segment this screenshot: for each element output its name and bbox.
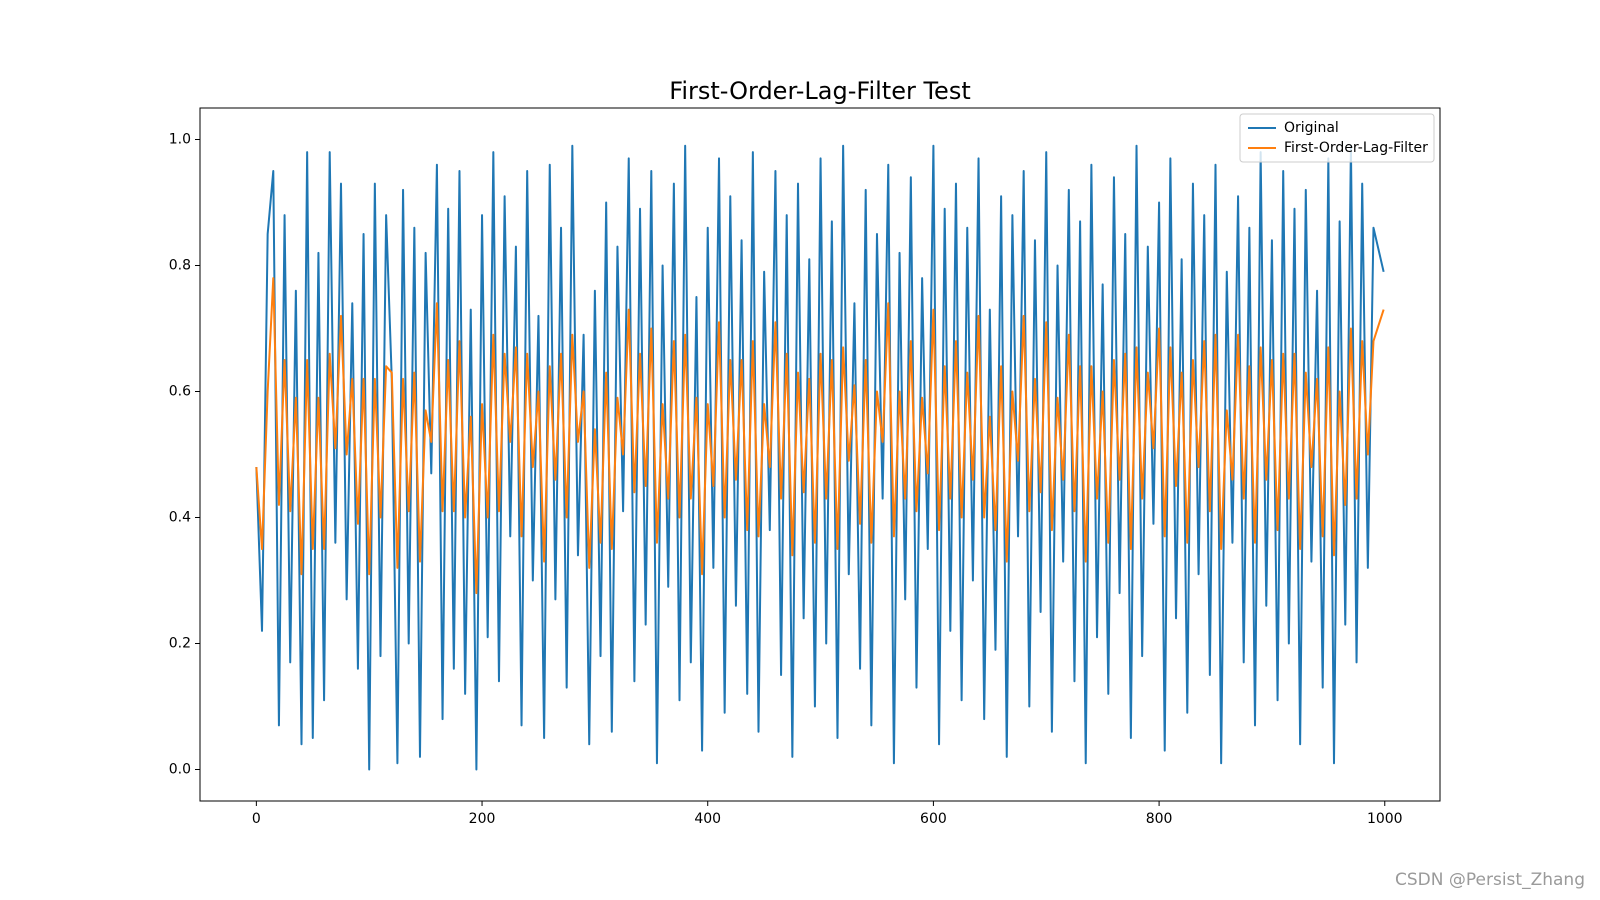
legend-label: Original [1284,120,1339,136]
x-tick-label: 200 [469,811,496,827]
y-tick-label: 0.2 [169,636,191,652]
y-tick-label: 1.0 [169,132,191,148]
x-tick-label: 1000 [1367,811,1403,827]
legend-label: First-Order-Lag-Filter [1284,140,1428,156]
axes-frame [199,107,1441,802]
y-tick-label: 0.0 [169,762,191,778]
x-tick-label: 400 [694,811,721,827]
x-tick-label: 800 [1146,811,1173,827]
watermark: CSDN @Persist_Zhang [1395,870,1585,890]
y-tick-label: 0.8 [169,258,191,274]
series-line [255,144,1385,771]
y-tick-label: 0.4 [169,510,191,526]
x-tick-label: 0 [252,811,261,827]
chart-title: First-Order-Lag-Filter Test [669,77,970,105]
series-line [255,277,1385,595]
y-tick-label: 0.6 [169,384,191,400]
legend-box [1239,113,1435,163]
x-tick-label: 600 [920,811,947,827]
